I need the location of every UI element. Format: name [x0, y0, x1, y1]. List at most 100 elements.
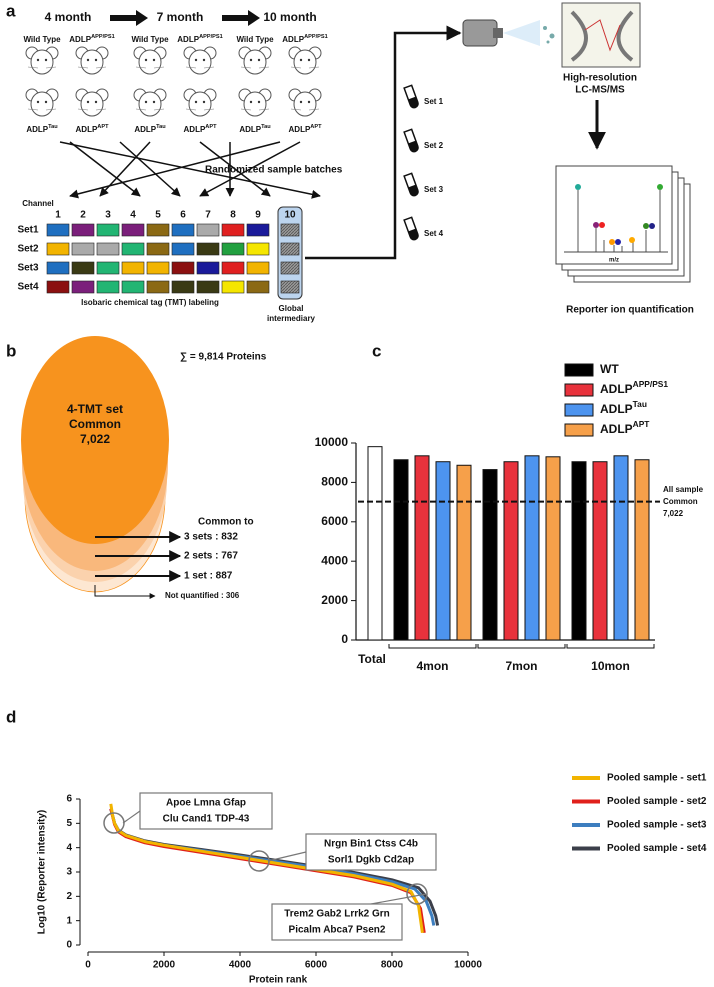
- annotation-connector: [122, 810, 141, 824]
- quant-label: Reporter ion quantification: [566, 305, 694, 316]
- mouse-head: [80, 49, 104, 75]
- tmt-box: [96, 280, 120, 294]
- tmt-box: [171, 242, 195, 256]
- genotype-label-sup: Tau: [156, 124, 166, 130]
- x-tick-label: 2000: [153, 960, 176, 971]
- genotype-label-base: ADLP: [239, 125, 261, 134]
- reference-label: Common: [663, 497, 698, 506]
- bar: [503, 461, 519, 641]
- mouse-eye: [94, 58, 98, 62]
- tmt-box: [96, 261, 120, 275]
- legend-label: Pooled sample - set3: [607, 820, 707, 831]
- tmt-box-global: [280, 242, 300, 256]
- mouse-eye: [44, 100, 48, 104]
- mouse-eye: [36, 58, 40, 62]
- tmt-box-global: [280, 223, 300, 237]
- set-name: Set2: [17, 244, 39, 255]
- random-arrow: [119, 141, 181, 197]
- genotype-label: Wild Type: [131, 35, 169, 44]
- x-tick-label: 6000: [305, 960, 328, 971]
- legend-label-base: ADLP: [600, 402, 633, 416]
- legend-label-sup: APT: [633, 419, 651, 429]
- randomization-label: Randomized sample batches: [205, 165, 343, 176]
- tmt-box: [246, 242, 270, 256]
- y-tick-label: 3: [66, 867, 72, 878]
- genotype-label-sup: APP/PS1: [199, 34, 223, 40]
- legend-label: WT: [600, 362, 619, 376]
- bar: [634, 459, 650, 641]
- mouse-eye: [299, 58, 303, 62]
- x-tick-label: 4mon: [416, 659, 448, 673]
- genotype-label-base: ADLP: [76, 125, 98, 134]
- global-label: intermediary: [267, 314, 316, 323]
- spectrum-axis: m/z: [609, 258, 619, 264]
- mouse-eye: [249, 58, 253, 62]
- common-arrows: [94, 531, 182, 599]
- legend-label: ADLPAPT: [600, 419, 650, 436]
- mouse-icon: [183, 46, 217, 75]
- core-label: 7,022: [80, 432, 110, 446]
- tube-fill: [408, 228, 419, 240]
- common-title: Common to: [198, 517, 254, 528]
- genotype-label-sup: APP/PS1: [304, 34, 328, 40]
- tmt-box: [246, 280, 270, 294]
- set-name: Set3: [17, 263, 39, 274]
- genotype-label-base: Wild Type: [23, 35, 61, 44]
- core-label: 4-TMT set: [67, 402, 123, 416]
- ms-label: LC-MS/MS: [575, 85, 625, 96]
- annotation-text: Picalm Abca7 Psen2: [289, 925, 386, 936]
- genotype-label: ADLPTau: [239, 124, 271, 134]
- series-line: [109, 803, 424, 934]
- global-label: Global: [279, 304, 304, 313]
- panel-label: d: [6, 707, 16, 726]
- tmt-box: [246, 261, 270, 275]
- y-tick-label: 4000: [321, 553, 348, 567]
- tmt-box: [121, 261, 145, 275]
- reference-label: All sample: [663, 485, 704, 494]
- x-tick-label: 4000: [229, 960, 252, 971]
- mouse-whisker: [290, 108, 320, 111]
- tmt-box: [221, 242, 245, 256]
- mouse-eye: [144, 58, 148, 62]
- level-label: 3 sets : 832: [184, 532, 238, 543]
- mouse-eye: [144, 100, 148, 104]
- mouse-head: [138, 49, 162, 75]
- tube-fill: [408, 96, 419, 108]
- mouse-eye: [202, 100, 206, 104]
- y-axis-title: Log10 (Reporter intensity): [37, 810, 48, 934]
- genotype-label: ADLPAPT: [76, 124, 110, 134]
- random-arrow: [69, 141, 281, 199]
- mouse-eye: [152, 100, 156, 104]
- genotype-label-sup: Tau: [48, 124, 58, 130]
- mouse-whisker: [27, 66, 57, 69]
- tmt-box: [221, 280, 245, 294]
- channel-number: 6: [180, 210, 186, 221]
- tube-label: Set 2: [424, 141, 444, 150]
- channel-number: 4: [130, 210, 136, 221]
- total-label: ∑ = 9,814 Proteins: [180, 352, 267, 363]
- genotype-label-sup: APT: [310, 124, 322, 130]
- genotype-label-base: ADLP: [26, 125, 48, 134]
- y-tick-label: 0: [341, 632, 348, 646]
- tmt-box: [146, 280, 170, 294]
- genotype-label-base: ADLP: [282, 35, 304, 44]
- mouse-icon: [238, 46, 272, 75]
- ms-instrument: [462, 2, 641, 68]
- genotype-label-base: Wild Type: [236, 35, 274, 44]
- mouse-whisker: [290, 66, 320, 69]
- tmt-box-global: [280, 280, 300, 294]
- group-bracket: [388, 644, 477, 649]
- channel-title: Channel: [22, 199, 54, 208]
- mouse-icon: [288, 46, 322, 75]
- legend-label: Pooled sample - set1: [607, 773, 707, 784]
- tmt-box: [196, 223, 220, 237]
- genotype-label-base: ADLP: [134, 125, 156, 134]
- legend-label: Pooled sample - set2: [607, 796, 707, 807]
- bar: [367, 446, 383, 641]
- tmt-box: [121, 280, 145, 294]
- ms-label: High-resolution: [563, 73, 637, 84]
- tmt-box: [46, 242, 70, 256]
- y-tick-label: 0: [66, 940, 72, 951]
